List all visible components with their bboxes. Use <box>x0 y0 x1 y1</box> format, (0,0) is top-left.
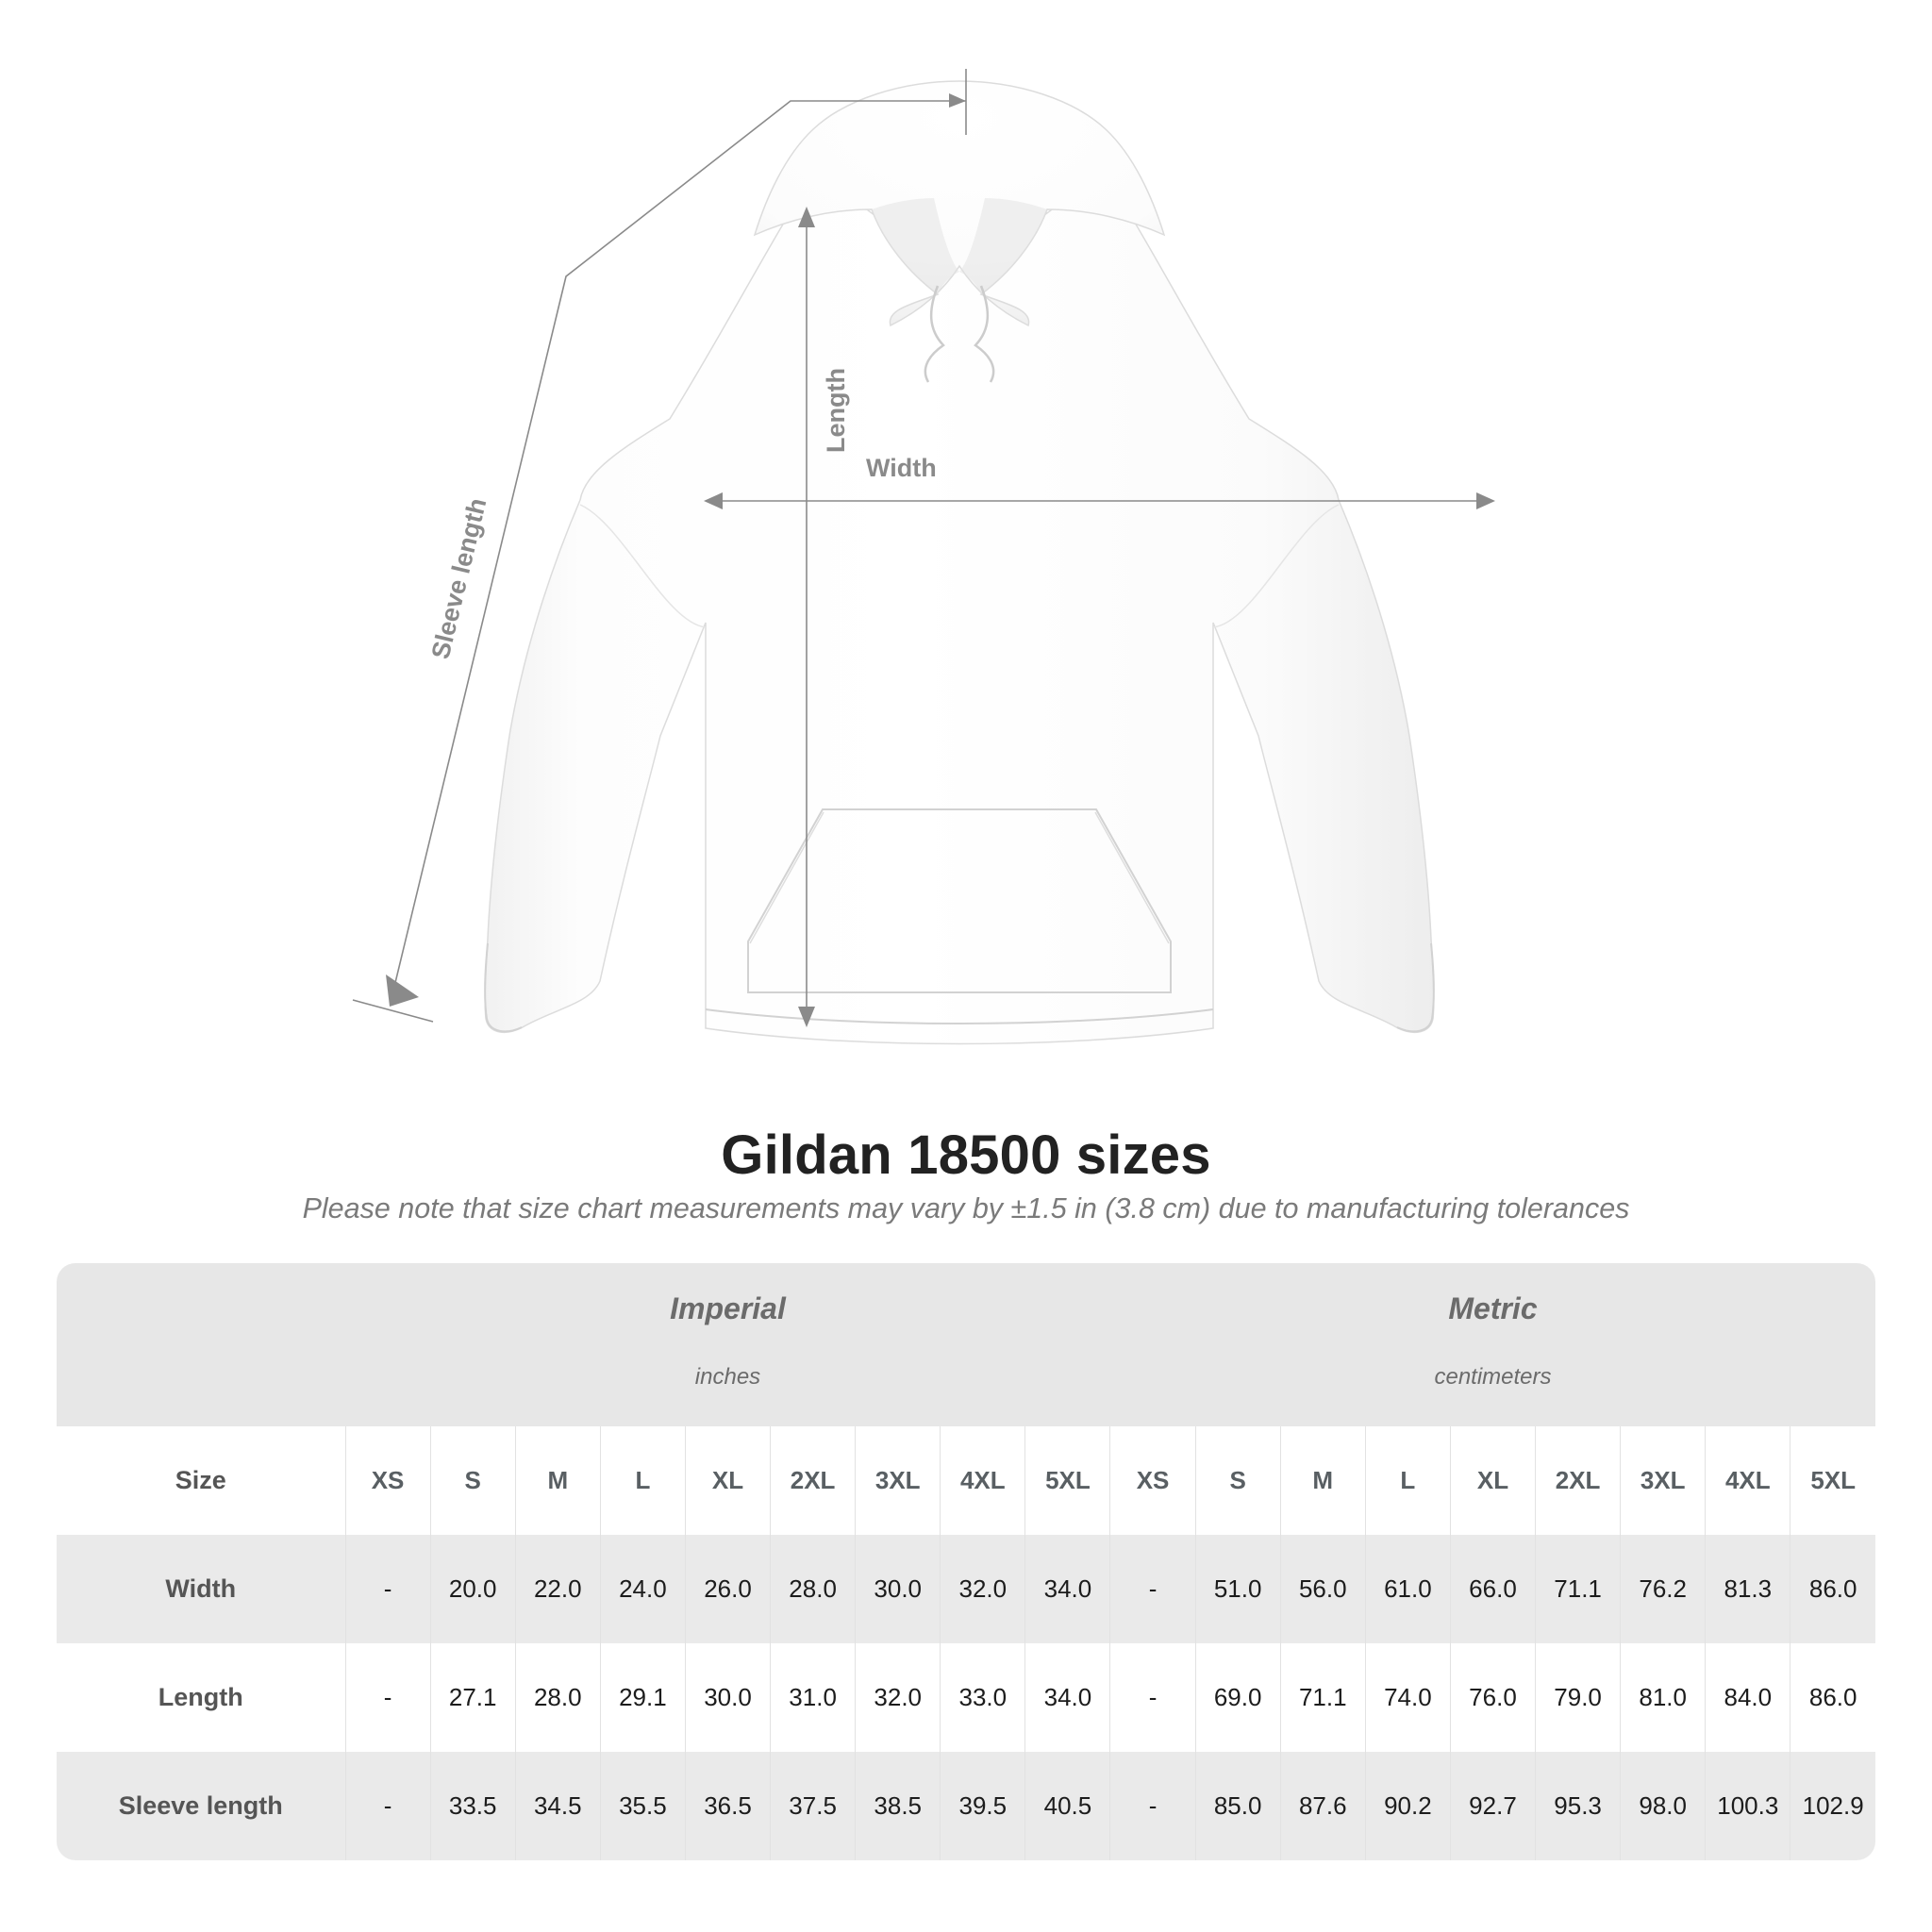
svg-text:Length: Length <box>822 368 850 453</box>
svg-text:Width: Width <box>866 454 937 482</box>
svg-text:Sleeve length: Sleeve length <box>426 495 492 661</box>
